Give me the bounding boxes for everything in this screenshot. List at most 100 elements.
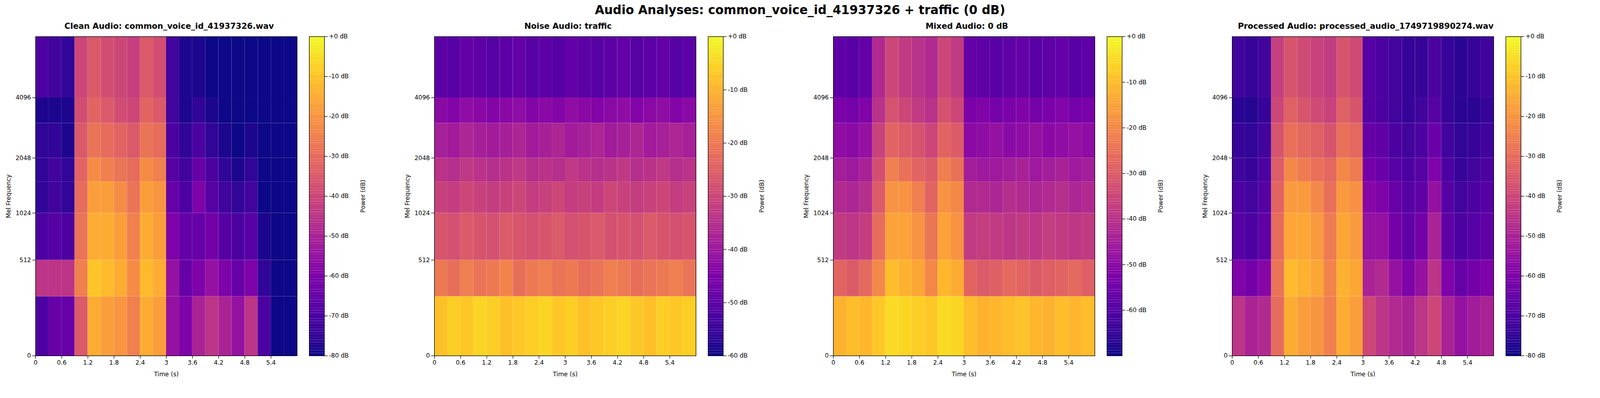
svg-text:4.2: 4.2 [612,358,623,367]
svg-text:1.8: 1.8 [109,358,119,367]
svg-text:Power (dB): Power (dB) [359,179,367,213]
svg-text:Time (s): Time (s) [153,370,179,378]
svg-text:1024: 1024 [414,209,431,217]
svg-text:2.4: 2.4 [135,358,145,367]
svg-text:512: 512 [1216,256,1228,264]
svg-text:-60 dB: -60 dB [329,272,349,280]
svg-text:4.2: 4.2 [1011,358,1022,367]
svg-text:0.6: 0.6 [1253,358,1264,367]
svg-text:+0 dB: +0 dB [329,32,348,40]
svg-text:3: 3 [164,358,169,367]
svg-text:-80 dB: -80 dB [329,351,349,359]
svg-text:-30 dB: -30 dB [728,192,748,200]
svg-text:2.4: 2.4 [1331,358,1342,367]
svg-text:Mel Frequency: Mel Frequency [5,174,13,219]
svg-text:-10 dB: -10 dB [329,72,349,80]
svg-text:-70 dB: -70 dB [1525,312,1546,320]
svg-text:0: 0 [432,358,437,367]
svg-text:+0 dB: +0 dB [1525,32,1545,40]
svg-text:3: 3 [1361,358,1366,367]
svg-text:512: 512 [418,256,431,264]
svg-text:2048: 2048 [1212,154,1228,162]
svg-text:-50 dB: -50 dB [728,298,748,306]
svg-text:0: 0 [824,351,830,359]
svg-text:1024: 1024 [15,209,32,217]
svg-text:0: 0 [831,358,836,367]
svg-text:512: 512 [817,256,830,264]
svg-text:-50 dB: -50 dB [329,232,349,240]
svg-text:1.8: 1.8 [507,358,518,367]
svg-text:-50 dB: -50 dB [1525,232,1546,240]
svg-text:1.8: 1.8 [906,358,917,367]
svg-text:Time (s): Time (s) [552,370,578,378]
svg-text:-20 dB: -20 dB [329,112,349,120]
svg-text:-10 dB: -10 dB [728,86,748,94]
svg-text:-60 dB: -60 dB [1126,306,1147,314]
svg-text:-30 dB: -30 dB [1525,152,1546,160]
svg-text:-20 dB: -20 dB [1525,112,1546,120]
svg-text:2048: 2048 [813,154,830,162]
svg-text:1.2: 1.2 [1279,358,1290,367]
svg-text:1.2: 1.2 [83,358,93,367]
svg-text:4096: 4096 [1212,93,1228,101]
svg-text:1.2: 1.2 [881,358,891,367]
svg-text:0: 0 [426,351,431,359]
svg-text:Power (dB): Power (dB) [1157,179,1165,213]
svg-text:4.8: 4.8 [1037,358,1048,367]
svg-text:-80 dB: -80 dB [1525,351,1546,359]
svg-text:1.2: 1.2 [482,358,492,367]
svg-text:4096: 4096 [414,93,431,101]
svg-text:4096: 4096 [813,93,830,101]
svg-text:-10 dB: -10 dB [1525,72,1546,80]
svg-text:4.8: 4.8 [1436,358,1447,367]
svg-text:2.4: 2.4 [933,358,943,367]
svg-text:1024: 1024 [813,209,830,217]
svg-text:512: 512 [19,256,32,264]
svg-text:4.2: 4.2 [214,358,224,367]
svg-text:0: 0 [27,351,32,359]
svg-text:-40 dB: -40 dB [728,245,748,253]
svg-text:3.6: 3.6 [1384,358,1395,367]
svg-text:3.6: 3.6 [985,358,996,367]
svg-text:-40 dB: -40 dB [1525,192,1546,200]
svg-text:3: 3 [962,358,967,367]
svg-text:-30 dB: -30 dB [329,152,349,160]
svg-text:0: 0 [1223,351,1228,359]
svg-text:4.2: 4.2 [1410,358,1421,367]
svg-text:Mel Frequency: Mel Frequency [1201,174,1209,219]
svg-text:-20 dB: -20 dB [1126,124,1147,132]
svg-text:2048: 2048 [414,154,431,162]
svg-text:Time (s): Time (s) [1350,370,1376,378]
svg-text:-60 dB: -60 dB [1525,272,1546,280]
svg-text:+0 dB: +0 dB [728,32,747,40]
svg-text:3.6: 3.6 [586,358,597,367]
svg-text:5.4: 5.4 [664,358,675,367]
svg-text:0: 0 [1230,358,1235,367]
svg-text:1024: 1024 [1212,209,1228,217]
svg-text:Time (s): Time (s) [951,370,977,378]
svg-text:Mel Frequency: Mel Frequency [403,174,411,219]
svg-text:Power (dB): Power (dB) [1556,179,1564,213]
svg-text:4.8: 4.8 [239,358,250,367]
svg-text:-50 dB: -50 dB [1126,261,1147,269]
svg-text:4.8: 4.8 [638,358,649,367]
svg-text:-30 dB: -30 dB [1126,169,1147,177]
svg-text:-70 dB: -70 dB [329,312,349,320]
svg-text:2.4: 2.4 [534,358,544,367]
svg-text:-40 dB: -40 dB [329,192,349,200]
svg-text:5.4: 5.4 [1462,358,1473,367]
svg-text:1.8: 1.8 [1305,358,1316,367]
svg-text:0.6: 0.6 [57,358,67,367]
svg-text:0.6: 0.6 [455,358,466,367]
svg-text:-60 dB: -60 dB [728,351,748,359]
svg-text:0: 0 [33,358,38,367]
svg-text:-10 dB: -10 dB [1126,78,1147,86]
svg-text:Power (dB): Power (dB) [758,179,766,213]
svg-text:-20 dB: -20 dB [728,139,748,147]
svg-text:5.4: 5.4 [266,358,276,367]
svg-text:5.4: 5.4 [1063,358,1074,367]
svg-text:0.6: 0.6 [854,358,865,367]
svg-text:Mel Frequency: Mel Frequency [802,174,810,219]
svg-text:3.6: 3.6 [187,358,198,367]
svg-text:3: 3 [563,358,568,367]
